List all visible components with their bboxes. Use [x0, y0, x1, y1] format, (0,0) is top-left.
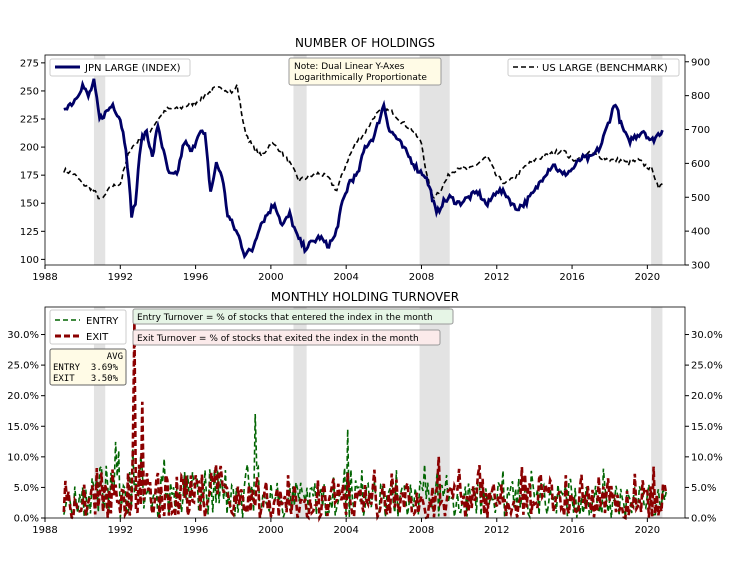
y-right-tick-label: 800	[691, 91, 710, 102]
x-tick-label: 2000	[258, 525, 283, 536]
holdings-chart: NUMBER OF HOLDINGS 1988 1992 1996 2000 2004 2…	[20, 36, 710, 283]
y-right-tick-label: 700	[691, 125, 710, 136]
legend-us-label: US LARGE (BENCHMARK)	[542, 63, 668, 74]
entry-turnover-note-text: Entry Turnover = % of stocks that entere…	[137, 313, 433, 323]
y-left-tick-label: 225	[20, 115, 39, 126]
dual-axis-note-line1: Note: Dual Linear Y-Axes	[294, 62, 405, 72]
x-tick-label: 1988	[32, 272, 57, 283]
x-tick-label: 2020	[635, 525, 660, 536]
turnover-plot-frame	[44, 306, 686, 519]
y-right-tick-label: 300	[691, 261, 710, 272]
x-tick-label: 2016	[559, 272, 584, 283]
y-left-tick-label: 200	[20, 143, 39, 154]
legend-turnover: ENTRY EXIT	[49, 309, 127, 345]
x-tick-label: 1996	[183, 525, 208, 536]
legend-us-box	[507, 58, 680, 77]
y-left-tick-label: 150	[20, 199, 39, 210]
y-right-tick-label: 500	[691, 193, 710, 204]
recession-shade	[651, 55, 663, 265]
x-tick-label: 2004	[333, 525, 358, 536]
average-box-frame	[49, 348, 127, 386]
x-tick-label: 2000	[258, 272, 283, 283]
y-right-tick-label: 5.0%	[691, 483, 716, 494]
recession-shade	[293, 55, 307, 265]
holdings-plot-frame	[44, 54, 686, 266]
y-left-tick-label: 25.0%	[7, 361, 39, 372]
y-left-tick-label: 125	[20, 227, 39, 238]
legend-exit-label: EXIT	[86, 332, 109, 343]
y-left-tick-label: 5.0%	[14, 483, 39, 494]
y-left-tick-label: 250	[20, 86, 39, 97]
legend-jpn-box	[49, 58, 191, 77]
entry-turnover-line	[63, 413, 667, 520]
exit-turnover-note-text: Exit Turnover = % of stocks that exited …	[137, 334, 419, 344]
x-tick-label: 1992	[108, 525, 133, 536]
legend-entry-label: ENTRY	[86, 316, 119, 327]
average-box-header: AVG	[107, 352, 123, 362]
dual-axis-note: Note: Dual Linear Y-Axes Logarithmically…	[288, 57, 442, 86]
recession-shade	[93, 307, 106, 518]
exit-turnover-note-box	[132, 329, 441, 346]
entry-turnover-note: Entry Turnover = % of stocks that entere…	[132, 308, 454, 325]
recession-shade	[93, 55, 106, 265]
x-tick-label: 2008	[409, 272, 434, 283]
legend-jpn-label: JPN LARGE (INDEX)	[84, 63, 181, 74]
x-tick-label: 1988	[32, 525, 57, 536]
average-box-exit: EXIT 3.50%	[53, 374, 119, 384]
y-right-tick-label: 20.0%	[691, 391, 723, 402]
x-tick-label: 2012	[484, 272, 509, 283]
y-right-tick-label: 600	[691, 159, 710, 170]
legend-jpn-large: JPN LARGE (INDEX)	[49, 58, 191, 77]
x-tick-label: 1992	[108, 272, 133, 283]
recession-shade	[293, 307, 307, 518]
legend-us-large: US LARGE (BENCHMARK)	[507, 58, 680, 77]
average-box: AVG ENTRY 3.69% EXIT 3.50%	[49, 348, 127, 386]
dual-axis-note-line2: Logarithmically Proportionate	[294, 73, 427, 83]
x-tick-label: 2016	[559, 525, 584, 536]
x-tick-label: 1996	[183, 272, 208, 283]
y-left-tick-label: 20.0%	[7, 391, 39, 402]
y-left-tick-label: 275	[20, 58, 39, 69]
x-tick-label: 2004	[333, 272, 358, 283]
y-left-tick-label: 100	[20, 255, 39, 266]
holdings-chart-title: NUMBER OF HOLDINGS	[295, 36, 435, 50]
x-tick-label: 2020	[635, 272, 660, 283]
y-right-tick-label: 15.0%	[691, 422, 723, 433]
us-large-line	[63, 81, 663, 200]
exit-turnover-line	[62, 322, 668, 523]
x-tick-label: 2012	[484, 525, 509, 536]
entry-turnover-note-box	[132, 308, 454, 325]
y-right-tick-label: 400	[691, 227, 710, 238]
y-left-tick-label: 175	[20, 171, 39, 182]
x-tick-label: 2008	[409, 525, 434, 536]
dual-axis-note-box	[288, 57, 442, 86]
y-right-tick-label: 900	[691, 57, 710, 68]
turnover-chart: MONTHLY HOLDING TURNOVER 1988 1992 1996 200…	[7, 290, 723, 536]
jpn-large-line	[63, 78, 664, 260]
y-left-tick-label: 15.0%	[7, 422, 39, 433]
y-right-tick-label: 30.0%	[691, 330, 723, 341]
y-right-tick-label: 25.0%	[691, 361, 723, 372]
turnover-chart-title: MONTHLY HOLDING TURNOVER	[271, 290, 459, 304]
y-left-tick-label: 30.0%	[7, 330, 39, 341]
recession-shade	[651, 307, 663, 518]
y-left-tick-label: 0.0%	[14, 514, 39, 525]
y-right-tick-label: 10.0%	[691, 452, 723, 463]
y-left-tick-label: 10.0%	[7, 452, 39, 463]
y-right-tick-label: 0.0%	[691, 514, 716, 525]
average-box-entry: ENTRY 3.69%	[53, 363, 119, 373]
exit-turnover-note: Exit Turnover = % of stocks that exited …	[132, 329, 441, 346]
